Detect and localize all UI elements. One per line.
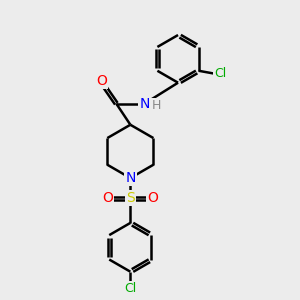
Text: O: O — [147, 191, 158, 205]
Text: O: O — [96, 74, 107, 88]
Text: S: S — [126, 191, 135, 205]
Text: O: O — [103, 191, 113, 205]
Text: Cl: Cl — [214, 67, 226, 80]
Text: N: N — [139, 97, 150, 111]
Text: H: H — [152, 100, 161, 112]
Text: N: N — [125, 171, 136, 185]
Text: Cl: Cl — [124, 282, 136, 295]
